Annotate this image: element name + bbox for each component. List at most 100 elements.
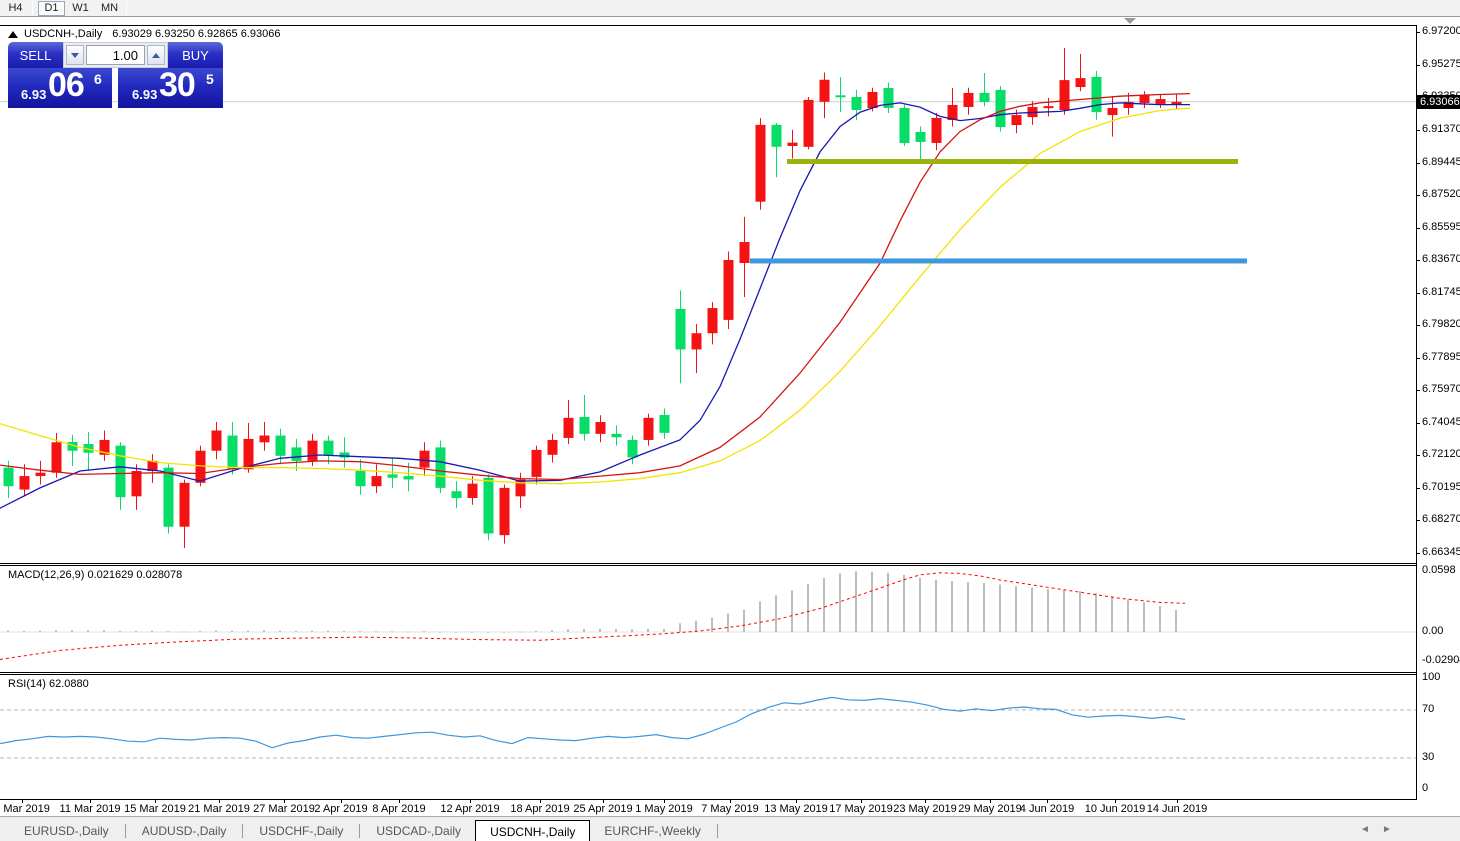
candle	[339, 437, 350, 468]
chart-tab-usdcad-daily[interactable]: USDCAD-,Daily	[376, 824, 462, 838]
candle-body	[243, 438, 254, 470]
macd-tick-label: -0.029049	[1422, 654, 1460, 666]
timeframe-button-h4[interactable]: H4	[2, 1, 29, 16]
candle	[307, 433, 318, 466]
chart-tab-usdcnh-daily[interactable]: USDCNH-,Daily	[475, 820, 591, 841]
date-tick	[399, 800, 400, 803]
macd-histogram-bar	[343, 630, 345, 632]
chart-tab-eurusd-daily[interactable]: EURUSD-,Daily	[24, 824, 109, 838]
rsi-pane[interactable]	[0, 675, 1416, 799]
macd-histogram-bar	[183, 631, 185, 633]
candle	[627, 435, 638, 465]
volume-increase-button[interactable]	[147, 45, 165, 65]
macd-histogram-bar	[55, 630, 57, 632]
candle-body	[19, 476, 30, 490]
candle-body	[771, 124, 782, 147]
macd-histogram-bar	[1095, 593, 1097, 632]
toolbar-collapse-icon[interactable]	[1124, 18, 1136, 24]
tab-scroll-left-button[interactable]: ◄	[1360, 824, 1370, 835]
price-tick	[1416, 260, 1420, 261]
candle	[131, 464, 142, 510]
buy-button[interactable]: BUY	[168, 42, 223, 68]
candle-body	[115, 445, 126, 498]
candle	[643, 413, 654, 446]
candle-body	[899, 107, 910, 143]
candle-body	[211, 430, 222, 451]
chart-tab-audusd-daily[interactable]: AUDUSD-,Daily	[141, 824, 227, 838]
candle	[771, 123, 782, 178]
date-label: 29 May 2019	[958, 803, 1022, 815]
rsi-label: RSI(14) 62.0880	[8, 678, 89, 690]
volume-decrease-button[interactable]	[66, 45, 84, 65]
timeframe-button-d1[interactable]: D1	[38, 0, 65, 16]
macd-histogram-bar	[167, 631, 169, 633]
macd-histogram-bar	[199, 630, 201, 632]
macd-histogram-bar	[1079, 591, 1081, 632]
date-tick	[861, 800, 862, 803]
candle	[659, 408, 670, 439]
candle	[3, 460, 14, 499]
ma-fast-blue	[0, 102, 1190, 509]
macd-tick-label: 0.00	[1422, 625, 1444, 637]
price-axis[interactable]: 6.972006.952756.933506.913706.894456.875…	[1416, 25, 1460, 800]
sell-price[interactable]: 6.93 06 6	[8, 66, 112, 108]
macd-histogram-bar	[791, 590, 793, 632]
ma-slow-yellow	[0, 107, 1191, 485]
price-tick-label: 6.83670	[1422, 253, 1460, 265]
date-label: 2 Apr 2019	[314, 803, 368, 815]
tab-scroll-right-button[interactable]: ►	[1382, 824, 1392, 835]
macd-histogram-bar	[839, 573, 841, 632]
candle	[115, 442, 126, 510]
date-tick	[284, 800, 285, 803]
resistance-line-olive[interactable]	[787, 159, 1238, 165]
chart-expand-icon[interactable]	[8, 30, 18, 38]
toolbar-separator	[126, 1, 127, 15]
tab-separator	[716, 824, 718, 838]
volume-input[interactable]	[86, 45, 145, 65]
macd-histogram-bar	[391, 631, 393, 633]
macd-histogram-bar	[119, 630, 121, 632]
candle	[595, 415, 606, 443]
sell-button[interactable]: SELL	[8, 42, 63, 68]
candle-body	[227, 435, 238, 470]
support-line-blue[interactable]	[750, 258, 1247, 264]
date-label: 14 Jun 2019	[1146, 803, 1208, 815]
candle-body	[531, 449, 542, 477]
macd-histogram-bar	[1047, 589, 1049, 632]
macd-histogram-bar	[727, 613, 729, 632]
date-label: 15 Mar 2019	[124, 803, 186, 815]
candle-body	[1059, 80, 1070, 111]
timeframe-button-mn[interactable]: MN	[96, 1, 123, 16]
candle	[83, 432, 94, 472]
date-label: 13 May 2019	[764, 803, 828, 815]
macd-histogram-bar	[919, 577, 921, 632]
buy-price[interactable]: 6.93 30 5	[118, 66, 223, 108]
chart-tab-usdchf-daily[interactable]: USDCHF-,Daily	[259, 824, 344, 838]
price-tick	[1416, 455, 1420, 456]
candle-body	[787, 142, 798, 146]
macd-histogram-bar	[1111, 596, 1113, 632]
macd-pane[interactable]	[0, 566, 1416, 672]
macd-histogram-bar	[1127, 599, 1129, 632]
macd-histogram-bar	[647, 628, 649, 632]
candle	[1139, 91, 1150, 108]
date-tick	[155, 800, 156, 803]
candle-body	[195, 450, 206, 483]
price-tick-label: 6.89445	[1422, 156, 1460, 168]
timeframe-button-w1[interactable]: W1	[67, 1, 94, 16]
date-label: 11 Mar 2019	[59, 803, 121, 815]
candle	[1155, 94, 1166, 108]
candle-body	[1107, 107, 1118, 116]
date-label: 25 Apr 2019	[573, 803, 633, 815]
candle	[963, 87, 974, 115]
candle	[883, 82, 894, 114]
chart-tab-eurchf-weekly[interactable]: EURCHF-,Weekly	[604, 824, 701, 838]
candle-body	[1123, 101, 1134, 108]
price-tick-label: 6.74045	[1422, 416, 1460, 428]
price-tick	[1416, 32, 1420, 33]
macd-histogram-bar	[327, 630, 329, 632]
main-chart-pane[interactable]	[0, 26, 1416, 563]
candle-body	[339, 452, 350, 458]
macd-label: MACD(12,26,9) 0.021629 0.028078	[8, 569, 183, 581]
